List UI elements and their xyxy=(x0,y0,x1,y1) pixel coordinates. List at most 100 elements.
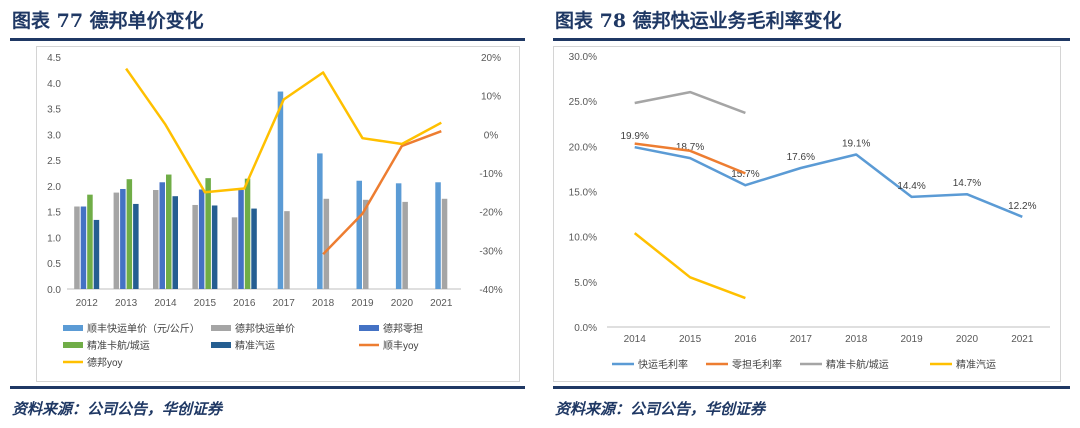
bar xyxy=(113,192,120,289)
x-tick-label: 2016 xyxy=(233,298,256,309)
legend-swatch xyxy=(63,342,83,348)
y-tick-label: 2.0 xyxy=(47,182,61,193)
x-tick-label: 2019 xyxy=(351,298,374,309)
series-line xyxy=(125,67,442,194)
bar xyxy=(120,188,126,289)
bar xyxy=(126,179,133,289)
bar xyxy=(231,217,238,289)
x-tick-label: 2016 xyxy=(734,334,757,345)
bar xyxy=(205,178,211,289)
x-tick-label: 2013 xyxy=(115,298,138,309)
y-tick-label: 0.0 xyxy=(47,285,61,296)
y-tick-label: 30.0% xyxy=(569,52,597,63)
y2-tick-label: -30% xyxy=(479,246,502,257)
left-source-note: 资料来源：公司公告，华创证券 xyxy=(12,400,223,418)
bar xyxy=(87,194,93,289)
left-chart-frame: 0.0 0.5 1.0 1.5 2.0 2.5 3.0 3.5 4.0 4.5 20% 10% 0% -1… xyxy=(36,46,520,382)
bar xyxy=(192,204,198,289)
right-title-rule xyxy=(553,38,1070,41)
bar xyxy=(172,196,178,289)
legend-label: 顺丰yoy xyxy=(383,339,419,352)
legend-label: 德邦快运单价 xyxy=(235,322,295,335)
left-bottom-rule xyxy=(10,386,525,389)
series-line xyxy=(634,90,746,115)
bar xyxy=(198,189,205,289)
y2-tick-label: 10% xyxy=(481,92,501,103)
x-tick-label: 2017 xyxy=(790,334,813,345)
right-bottom-rule xyxy=(553,386,1070,389)
right-chart-title: 图表 78 德邦快运业务毛利率变化 xyxy=(555,10,842,32)
bar xyxy=(166,174,172,289)
legend-label: 精准卡航/城运 xyxy=(826,358,889,371)
y-tick-label: 4.0 xyxy=(47,79,61,90)
legend-label: 快运毛利率 xyxy=(638,358,688,371)
bar xyxy=(441,198,448,289)
x-tick-label: 2020 xyxy=(391,298,414,309)
bar xyxy=(74,206,80,289)
x-tick-label: 2021 xyxy=(1011,334,1034,345)
data-label: 15.7% xyxy=(731,169,759,180)
y-tick-label: 2.5 xyxy=(47,156,61,167)
legend-label: 精准汽运 xyxy=(956,358,996,371)
y-tick-label: 0.5 xyxy=(47,259,61,270)
right-source-note: 资料来源：公司公告，华创证券 xyxy=(555,400,766,418)
x-tick-label: 2014 xyxy=(624,334,647,345)
legend-label: 精准卡航/城运 xyxy=(87,339,150,352)
legend-label: 顺丰快运单价（元/公斤） xyxy=(87,322,200,335)
y2-tick-label: -10% xyxy=(479,169,502,180)
y-tick-label: 10.0% xyxy=(569,233,597,244)
x-tick-label: 2014 xyxy=(154,298,177,309)
bar xyxy=(395,183,402,289)
bar xyxy=(238,190,244,289)
legend-label: 德邦零担 xyxy=(383,322,423,335)
data-label: 19.9% xyxy=(621,131,649,142)
series-line xyxy=(634,145,1023,218)
bar xyxy=(211,205,218,289)
y-tick-label: 3.0 xyxy=(47,130,61,141)
y-tick-label: 3.5 xyxy=(47,105,61,116)
right-chart: 0.0% 5.0% 10.0% 15.0% 20.0% 25.0% 30.0% 2014 201… xyxy=(569,52,1050,371)
legend-swatch xyxy=(63,325,83,331)
legend-label: 德邦yoy xyxy=(87,356,123,369)
bar xyxy=(80,206,87,289)
bar xyxy=(317,153,323,289)
y-tick-label: 20.0% xyxy=(569,142,597,153)
left-title-rule xyxy=(10,38,525,41)
x-tick-label: 2019 xyxy=(900,334,923,345)
y-tick-label: 5.0% xyxy=(574,278,597,289)
series-line xyxy=(634,142,746,175)
y2-tick-label: 0% xyxy=(484,130,499,141)
bar xyxy=(363,199,369,289)
x-tick-label: 2012 xyxy=(76,298,99,309)
y-tick-label: 0.0% xyxy=(574,323,597,334)
x-tick-label: 2017 xyxy=(273,298,296,309)
series-line xyxy=(322,130,442,256)
legend-swatch xyxy=(359,325,379,331)
left-chart-title: 图表 77 德邦单价变化 xyxy=(12,10,204,32)
bar xyxy=(402,201,408,289)
bar xyxy=(251,208,257,289)
x-tick-label: 2018 xyxy=(312,298,335,309)
legend-swatch xyxy=(211,342,231,348)
y-tick-label: 1.0 xyxy=(47,233,61,244)
y2-tick-label: -20% xyxy=(479,208,502,219)
legend-label: 精准汽运 xyxy=(235,339,275,352)
x-tick-label: 2021 xyxy=(430,298,453,309)
right-chart-frame: 0.0% 5.0% 10.0% 15.0% 20.0% 25.0% 30.0% 2014 201… xyxy=(553,46,1061,382)
left-chart: 0.0 0.5 1.0 1.5 2.0 2.5 3.0 3.5 4.0 4.5 20% 10% 0% -1… xyxy=(47,53,503,369)
x-tick-label: 2020 xyxy=(956,334,979,345)
bar xyxy=(133,203,139,289)
y-tick-label: 25.0% xyxy=(569,97,597,108)
y-tick-label: 1.5 xyxy=(47,208,61,219)
data-label: 17.6% xyxy=(787,152,815,163)
y-tick-label: 4.5 xyxy=(47,53,61,64)
data-label: 14.7% xyxy=(953,178,981,189)
bar xyxy=(323,198,330,289)
data-label: 19.1% xyxy=(842,138,870,149)
series-line xyxy=(633,232,746,300)
y2-tick-label: 20% xyxy=(481,53,501,64)
x-tick-label: 2015 xyxy=(194,298,217,309)
bar xyxy=(159,182,165,289)
bar xyxy=(244,178,251,289)
data-label: 14.4% xyxy=(897,181,925,192)
